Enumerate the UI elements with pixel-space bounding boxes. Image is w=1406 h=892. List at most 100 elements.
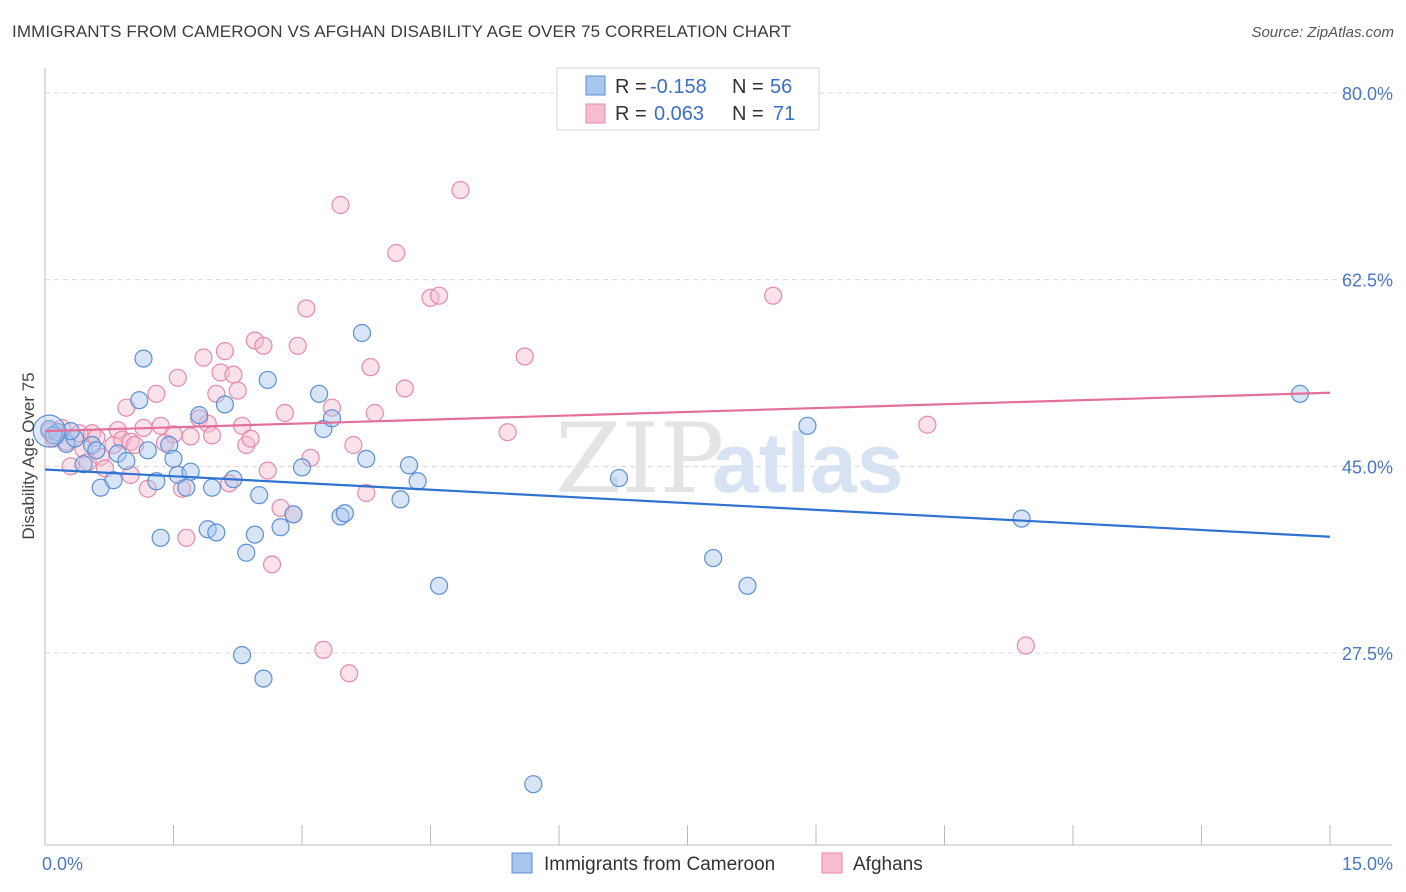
legend-n-value-2: 71: [773, 103, 795, 125]
bottom-legend-swatch-afghans: [821, 852, 843, 874]
chart-title: IMMIGRANTS FROM CAMEROON VS AFGHAN DISAB…: [12, 22, 792, 41]
legend-n-value-1: 56: [770, 76, 792, 98]
cameroon-point: [1012, 509, 1031, 528]
legend-n-label-2: N =: [732, 103, 764, 125]
legend-r-value-2: 0.063: [654, 103, 704, 125]
afghans-point: [262, 555, 282, 574]
source-label: Source: ZipAtlas.com: [1251, 24, 1394, 41]
legend-r-label-1: R =: [615, 76, 647, 98]
legend-box: R = -0.158 N = 56 R = 0.063 N = 71: [556, 67, 820, 131]
afghans-point: [365, 403, 384, 423]
cameroon-point: [284, 505, 303, 524]
afghans-point: [764, 286, 783, 305]
afghans-point: [297, 299, 316, 318]
cameroon-point: [798, 416, 817, 435]
cameroon-point: [738, 576, 757, 595]
legend-r-label-2: R =: [615, 103, 647, 125]
afghans-point: [241, 429, 260, 448]
afghans-point: [344, 435, 363, 455]
cameroon-point: [147, 472, 166, 491]
afghans-point: [314, 640, 333, 659]
cameroon-point: [177, 478, 196, 497]
legend-swatch-cameroon: [585, 75, 606, 96]
watermark: ZIP atlas: [555, 403, 903, 515]
trend-lines: [44, 391, 1331, 538]
afghans-point: [168, 368, 187, 387]
cameroon-point: [258, 370, 277, 390]
x-tick-label: 0.0%: [42, 854, 83, 874]
afghans-point: [395, 379, 414, 398]
afghans-point: [181, 427, 200, 446]
cameroon-point: [74, 455, 93, 474]
cameroon-point: [117, 451, 136, 471]
cameroon-point: [704, 548, 723, 568]
afghans-point: [228, 381, 247, 400]
cameroon-point: [190, 406, 209, 425]
afghans-point: [151, 416, 170, 435]
cameroon-point: [104, 471, 123, 490]
cameroon-point: [292, 458, 312, 477]
cameroon-point: [151, 528, 170, 547]
cameroon-point: [391, 490, 410, 509]
x-tick-labels: 0.0% 15.0%: [42, 854, 1393, 874]
y-tick-label: 80.0%: [1342, 84, 1393, 104]
cameroon-point: [429, 576, 449, 595]
cameroon-point: [408, 472, 427, 491]
afghans-points: [40, 180, 1035, 683]
afghans-point: [275, 403, 294, 423]
y-axis-title: Disability Age Over 75: [19, 372, 38, 539]
cameroon-point: [134, 349, 153, 368]
afghans-point: [498, 423, 517, 442]
afghans-point: [918, 415, 937, 434]
cameroon-point: [250, 486, 269, 505]
cameroon-point: [609, 468, 629, 488]
cameroon-point: [310, 384, 329, 403]
cameroon-point: [335, 504, 354, 523]
bottom-legend: Immigrants from Cameroon Afghans: [511, 852, 923, 875]
afghans-point: [451, 180, 470, 200]
afghans-point: [429, 286, 449, 305]
cameroon-points: [32, 323, 1310, 794]
afghans-point: [288, 336, 307, 355]
cameroon-point: [160, 435, 179, 455]
watermark-atlas: atlas: [712, 416, 903, 510]
legend-swatch-afghans: [585, 103, 606, 124]
afghans-point: [202, 426, 222, 445]
afghans-trend-line: [44, 391, 1331, 433]
afghans-point: [215, 342, 234, 361]
cameroon-point: [130, 391, 149, 410]
grid-lines: [45, 92, 1392, 654]
cameroon-point: [164, 449, 183, 468]
cameroon-point: [245, 525, 264, 544]
y-tick-label: 45.0%: [1342, 457, 1393, 477]
afghans-point: [331, 195, 350, 215]
y-tick-labels: 27.5% 45.0% 62.5% 80.0%: [1342, 84, 1393, 664]
afghans-point: [245, 331, 264, 350]
cameroon-point: [207, 523, 226, 542]
cameroon-point: [232, 646, 252, 665]
cameroon-point: [399, 456, 419, 475]
bottom-legend-afghans: Afghans: [853, 854, 923, 875]
cameroon-point: [322, 409, 342, 428]
afghans-point: [1016, 636, 1035, 655]
watermark-zip: ZIP: [555, 403, 724, 515]
cameroon-point: [237, 543, 256, 562]
afghans-point: [361, 358, 380, 377]
afghans-point: [194, 348, 213, 367]
afghans-point: [104, 435, 123, 455]
y-tick-label: 27.5%: [1342, 644, 1393, 664]
bottom-legend-cameroon: Immigrants from Cameroon: [544, 854, 775, 875]
legend-r-value-1: -0.158: [650, 76, 707, 98]
afghans-point: [322, 398, 342, 417]
afghans-point: [224, 365, 243, 384]
cameroon-point: [215, 395, 234, 414]
cameroon-point: [357, 449, 376, 468]
afghans-point: [258, 461, 277, 480]
afghans-point: [340, 664, 359, 683]
afghans-point: [387, 243, 406, 263]
cameroon-point: [352, 323, 372, 343]
afghans-point: [254, 336, 273, 355]
cameroon-point: [254, 669, 273, 688]
afghans-point: [147, 384, 166, 403]
